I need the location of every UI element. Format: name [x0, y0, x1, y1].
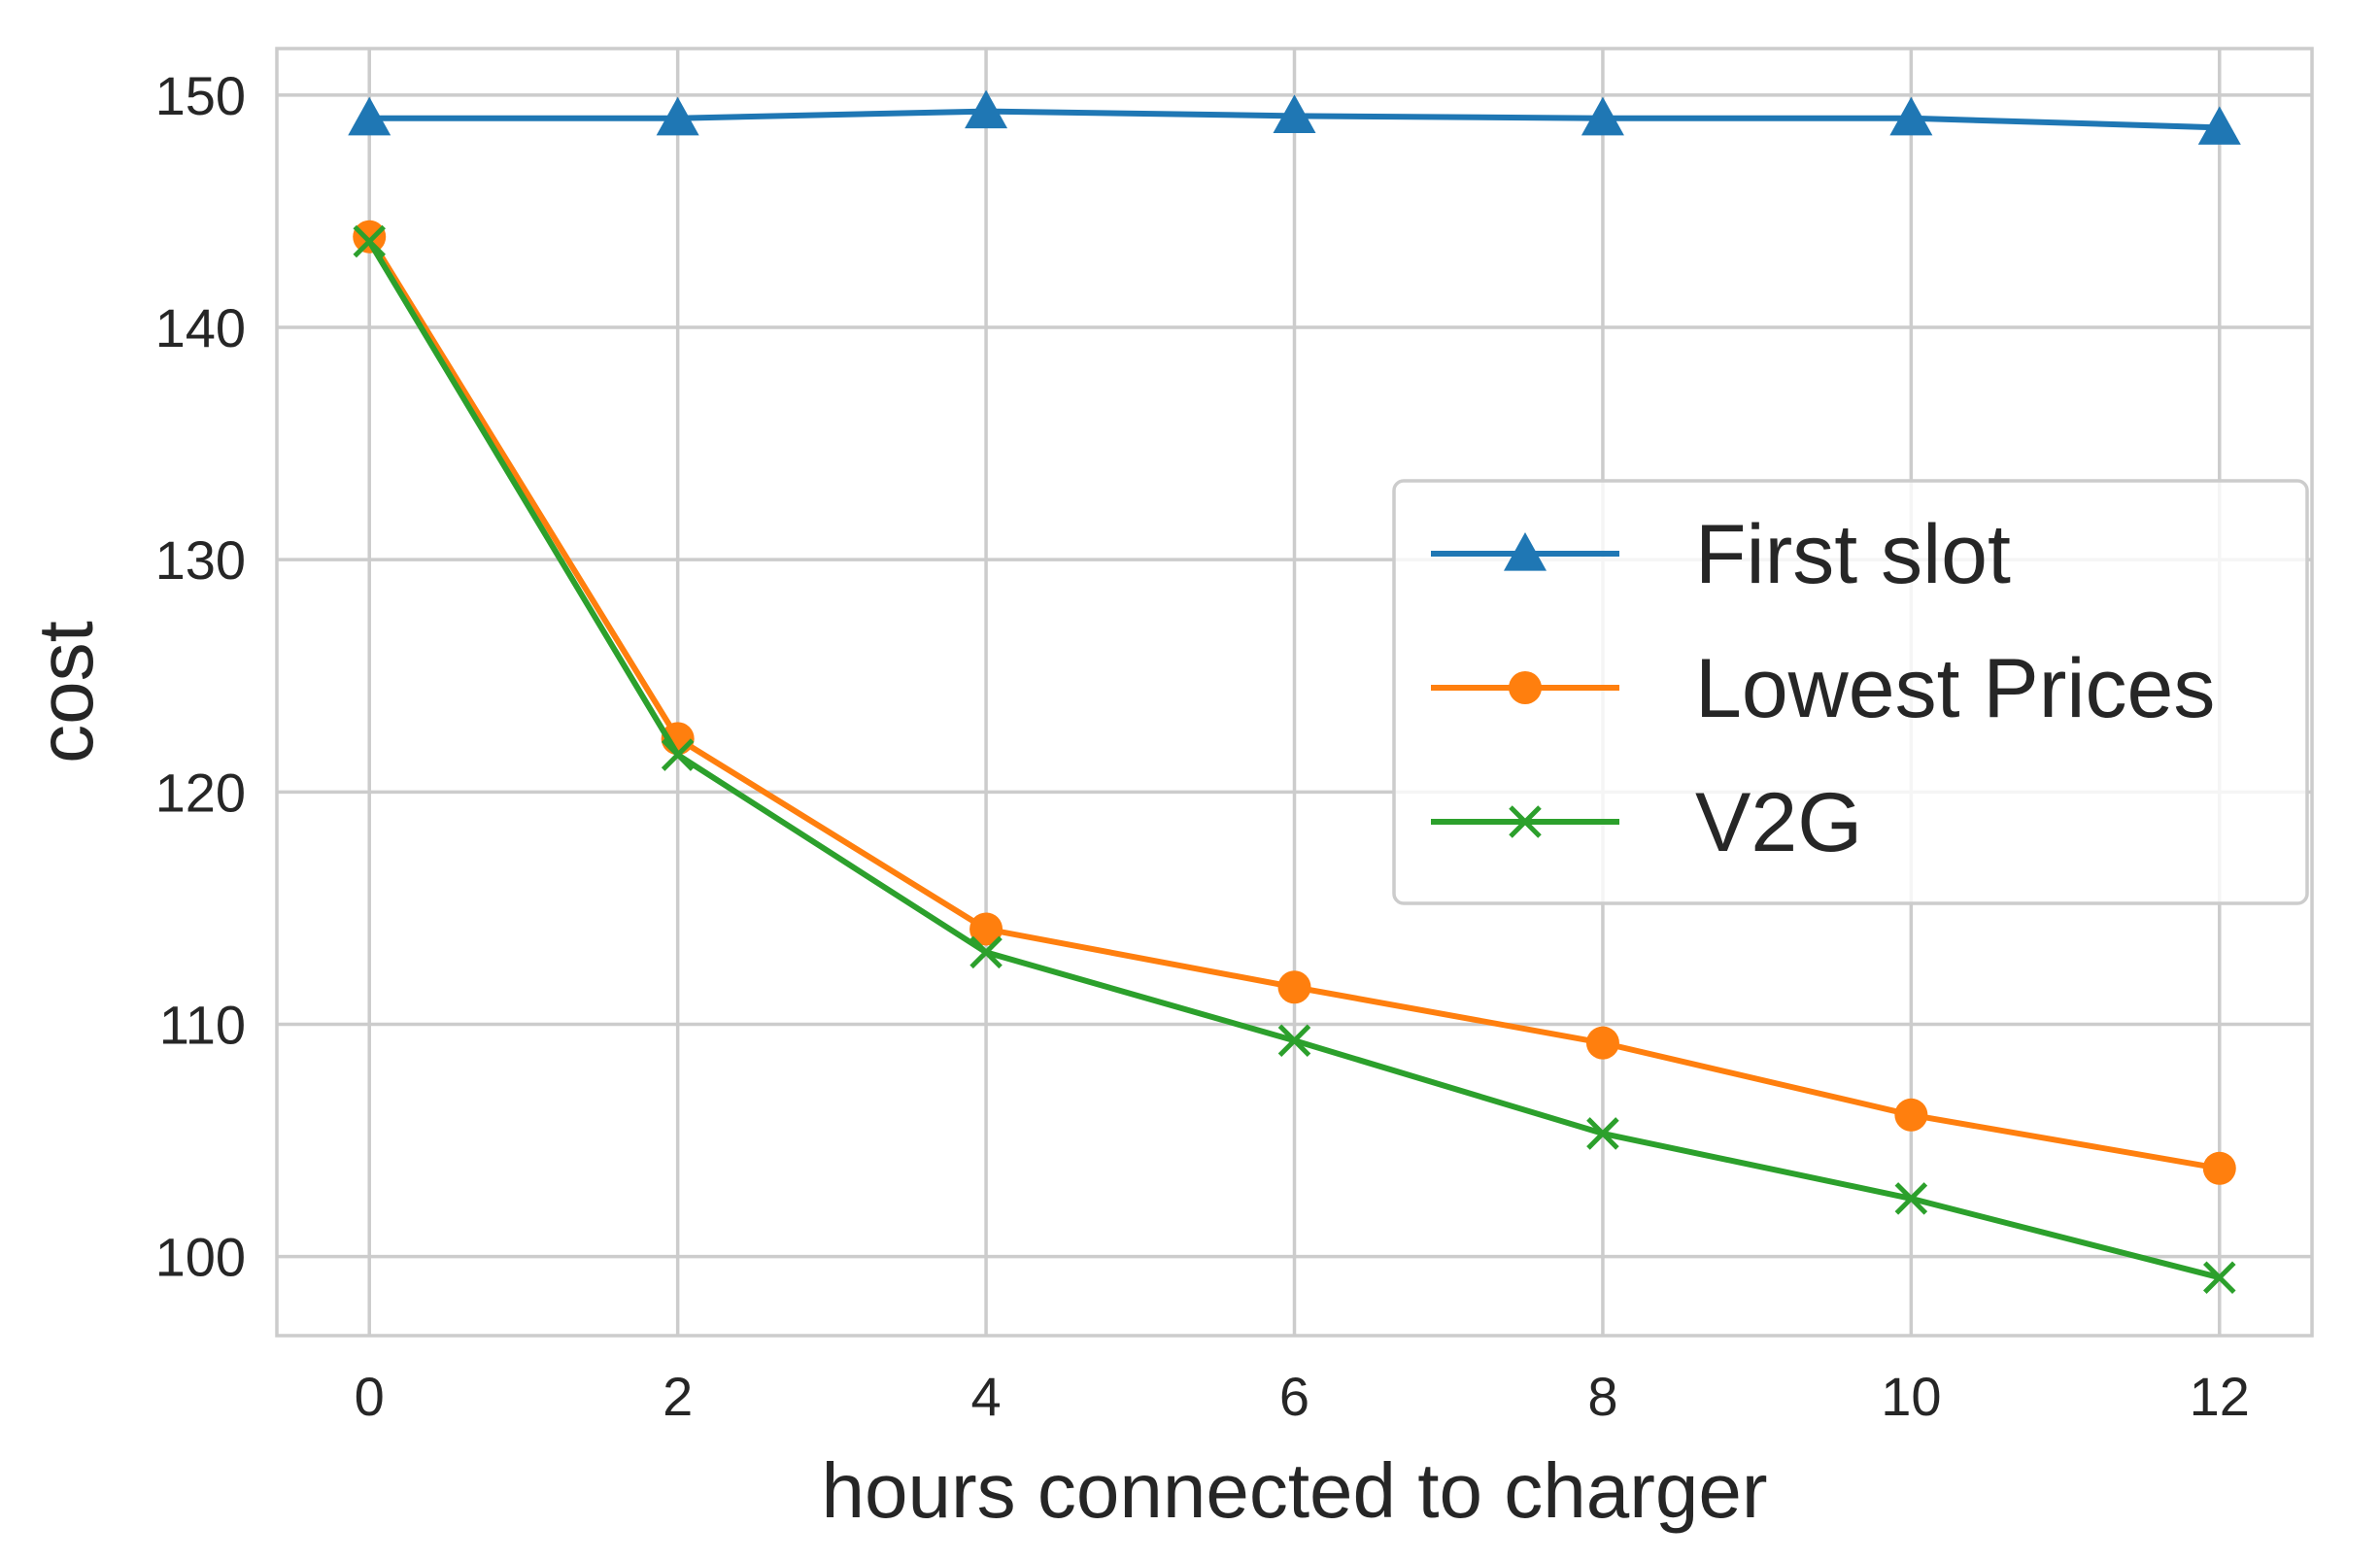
- y-tick-label-3: 130: [155, 529, 246, 591]
- series-0: [348, 89, 2241, 145]
- legend-items: First slot Lowest Prices V2G: [1431, 508, 2215, 869]
- series-1-point-0: [353, 220, 387, 254]
- series-2-point-5: [1894, 1182, 1928, 1215]
- legend-label-0: First slot: [1695, 508, 2011, 601]
- y-tick-label-1: 110: [159, 995, 246, 1056]
- x-axis-label: hours connected to charger: [822, 1447, 1768, 1534]
- series-0-point-6: [2197, 106, 2241, 145]
- series-0-point-1: [656, 96, 699, 136]
- y-tick-label-2: 120: [155, 762, 246, 823]
- legend-marker-0: [1504, 532, 1547, 571]
- series-1-point-6: [2202, 1151, 2236, 1185]
- series-0-point-4: [1581, 96, 1624, 136]
- x-tick-label-4: 8: [1587, 1366, 1617, 1427]
- legend-entry-0: First slot: [1431, 508, 2011, 601]
- x-tick-label-2: 4: [970, 1366, 1001, 1427]
- series-1-point-4: [1585, 1026, 1619, 1060]
- y-tick-label-4: 140: [155, 297, 246, 358]
- series-0-point-0: [348, 96, 391, 136]
- series-2-point-1: [661, 738, 695, 771]
- legend-entry-2: V2G: [1431, 776, 1862, 869]
- legend-label-1: Lowest Prices: [1695, 642, 2215, 735]
- x-tick-label-5: 10: [1881, 1366, 1941, 1427]
- tick-labels: 0 2 4 6 8 10 12 100 110 120 130 140 150: [155, 65, 2250, 1427]
- legend: First slot Lowest Prices V2G: [1392, 479, 2309, 905]
- series-2: [353, 224, 2236, 1294]
- y-axis-label: cost: [22, 621, 109, 763]
- legend-box: [1392, 479, 2309, 905]
- series-2-point-3: [1277, 1024, 1311, 1058]
- y-tick-label-5: 150: [155, 65, 246, 126]
- x-tick-label-3: 6: [1279, 1366, 1309, 1427]
- x-tick-label-6: 12: [2190, 1366, 2250, 1427]
- series-2-point-2: [969, 935, 1003, 969]
- series-1-point-5: [1894, 1098, 1928, 1132]
- legend-entry-1: Lowest Prices: [1431, 642, 2215, 735]
- y-tick-label-0: 100: [155, 1227, 246, 1288]
- legend-marker-2: [1509, 805, 1542, 838]
- plot-frame: [275, 47, 2314, 1338]
- legend-marker-1: [1509, 671, 1542, 704]
- series-0-point-2: [965, 89, 1008, 129]
- legend-label-2: V2G: [1695, 776, 1862, 869]
- series-2-point-6: [2203, 1261, 2236, 1294]
- series: [348, 89, 2241, 1294]
- series-1-point-3: [1277, 970, 1311, 1004]
- x-tick-label-0: 0: [355, 1366, 385, 1427]
- series-0-point-5: [1889, 96, 1933, 136]
- series-0-point-3: [1273, 94, 1316, 133]
- series-2-point-4: [1586, 1117, 1619, 1150]
- series-1-point-2: [969, 912, 1003, 946]
- x-tick-label-1: 2: [663, 1366, 693, 1427]
- series-2-point-0: [353, 224, 386, 258]
